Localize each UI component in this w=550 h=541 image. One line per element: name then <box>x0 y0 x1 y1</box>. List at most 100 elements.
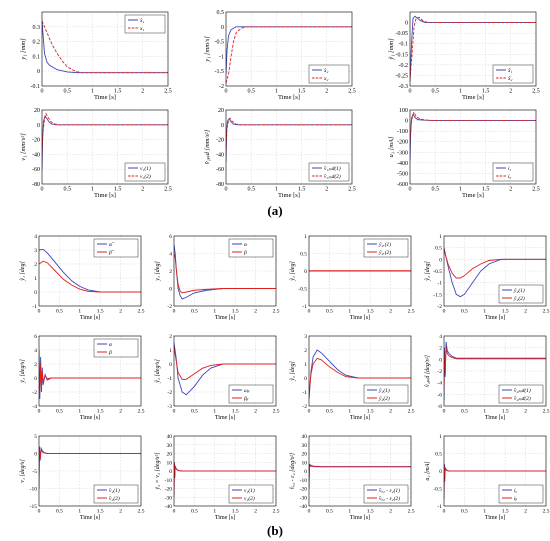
y-tick-label: 1 <box>169 348 172 354</box>
x-axis-label: Time [s] <box>485 515 505 521</box>
y-axis-label: u₁ [mA] <box>388 136 395 157</box>
legend-label: iₐ <box>514 488 518 494</box>
legend-label: ỹ₂(2) <box>378 395 390 402</box>
x-tick-label: 1.5 <box>232 509 239 515</box>
x-axis-label: Time [s] <box>94 94 116 101</box>
x-tick-label: 2.5 <box>543 509 550 515</box>
plot-frame <box>38 335 142 407</box>
y-tick-label: -10 <box>165 478 173 484</box>
legend-label: v̂₁ₚᵢd(1) <box>324 165 341 172</box>
legend-label: iₐ <box>508 174 512 180</box>
y-tick-label: 5 <box>34 434 37 440</box>
legend-label: α <box>244 242 247 248</box>
legend-box <box>228 384 274 404</box>
x-tick-label: 1 <box>459 187 462 193</box>
y-tick-label: 0 <box>439 469 442 475</box>
y-tick-label: -2 <box>167 304 172 310</box>
legend: x̂₂ x₂ <box>308 64 350 84</box>
y-tick-label: 2 <box>34 262 37 268</box>
y-tick-label: 30 <box>167 443 173 449</box>
y-tick-label: 6 <box>34 334 37 340</box>
x-tick-label: 2.5 <box>273 309 280 315</box>
legend-label: v̂₁ₚᵢd(2) <box>324 173 341 180</box>
y-tick-label: 0 <box>304 376 307 382</box>
y-tick-label: 40 <box>302 434 308 440</box>
y-tick-label: 4 <box>34 234 37 240</box>
legend: ỹ₂(1)ỹ₂(2) <box>498 284 544 304</box>
y-tick-label: -80 <box>32 182 40 188</box>
y-tick-label: -2 <box>437 369 442 375</box>
x-tick-label: 0.5 <box>56 509 63 515</box>
y-axis-label: ỹ₁ [deg] <box>19 261 26 282</box>
legend: αβ <box>228 238 274 258</box>
series-line-2 <box>444 347 546 389</box>
y-tick-label: -2 <box>219 84 224 90</box>
x-tick-label: 0 <box>308 509 311 515</box>
x-tick-label: 1 <box>348 309 351 315</box>
legend-label: ỹ₂(1) <box>513 287 525 294</box>
legend-label: v̂₂ₚᵢd(2) <box>514 395 531 402</box>
y-tick-label: 4 <box>169 252 172 258</box>
y-axis-label: v̂₂ₚᵢd [deg/s²] <box>425 354 431 387</box>
legend-label: v̂₂ₚᵢd(1) <box>514 387 531 394</box>
x-tick-label: 0 <box>38 309 41 315</box>
y-tick-label: -5 <box>32 469 37 475</box>
x-tick-label: 1.5 <box>97 509 104 515</box>
y-tick-label: 1 <box>439 234 442 240</box>
x-axis-label: Time [s] <box>278 192 300 199</box>
y-tick-label: 0.3 <box>33 25 41 31</box>
y-axis-label: v₁ [deg/s] <box>20 459 26 483</box>
legend-box <box>308 64 350 84</box>
x-tick-label: 1.5 <box>97 409 104 415</box>
y-tick-label: 0 <box>169 287 172 293</box>
y-axis-label: v̂₁ₚᵢd [mm/s²] <box>204 129 211 164</box>
x-tick-label: 1 <box>483 409 486 415</box>
x-tick-label: 1 <box>275 187 278 193</box>
y-tick-label: -400 <box>397 161 408 167</box>
legend-label: ỹ₂(1) <box>378 387 390 394</box>
x-tick-label: 1 <box>483 309 486 315</box>
x-tick-label: 1 <box>459 89 462 95</box>
x-tick-label: 0.5 <box>191 309 198 315</box>
plot-frame <box>409 11 537 87</box>
y-tick-label: 0.5 <box>217 10 225 16</box>
x-tick-label: 2.5 <box>532 89 540 95</box>
x-tick-label: 0.5 <box>461 509 468 515</box>
x-tick-label: 2 <box>325 187 328 193</box>
x-tick-label: 1 <box>78 309 81 315</box>
legend-label: v₂(1) <box>244 487 255 494</box>
x-axis-label: Time [s] <box>94 192 116 199</box>
x-tick-label: 2.5 <box>138 409 145 415</box>
x-tick-label: 2.5 <box>348 89 356 95</box>
legend-label: v̂₂(1) <box>109 487 120 494</box>
x-tick-label: 2.5 <box>164 89 172 95</box>
legend-label: i₁ <box>508 166 512 172</box>
x-tick-label: 2.5 <box>273 409 280 415</box>
y-tick-label: -4 <box>437 381 442 387</box>
legend: v̂ₒ₂ - ε₂(1)v̂ₒ₂ - ε₂(2) <box>363 484 409 504</box>
legend-box <box>492 162 534 182</box>
y-tick-label: -40 <box>300 504 308 510</box>
series-line-1 <box>444 247 546 298</box>
y-tick-label: -1.5 <box>215 69 225 75</box>
y-tick-label: -2 <box>302 404 307 410</box>
x-tick-label: 1.5 <box>298 89 306 95</box>
x-axis-label: Time [s] <box>350 415 370 421</box>
y-tick-label: 0.5 <box>300 252 307 258</box>
x-tick-label: 0.5 <box>247 89 255 95</box>
legend: ỹ₂(1)ỹ₂(2) <box>363 384 409 404</box>
y-axis-label: ỹ₂ [deg] <box>424 261 431 282</box>
legend-box <box>228 238 274 258</box>
legend-label: x̂₂ <box>323 68 328 74</box>
legend-label: x₁ <box>139 26 144 32</box>
plot-frame <box>41 11 169 87</box>
plot-frame <box>443 335 547 407</box>
legend-label: v̂ₒ₂ - ε₂(1) <box>379 487 400 494</box>
part-b-label: (b) <box>267 523 283 538</box>
y-tick-label: 100 <box>399 108 408 114</box>
x-axis-label: Time [s] <box>350 515 370 521</box>
plot-frame <box>38 435 142 507</box>
chart-a4: 0 0.5 1 1.5 2 2.5 -80 -60 -40 -20 0 20 Time [s] v₁ [m… <box>20 108 172 199</box>
y-tick-label: -20 <box>32 138 40 144</box>
